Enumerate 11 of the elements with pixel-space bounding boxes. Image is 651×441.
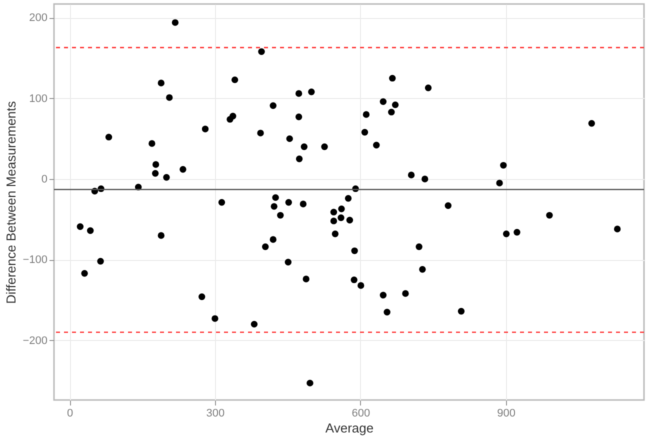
x-axis-title: Average — [325, 420, 374, 436]
y-tick-label: 0 — [41, 174, 48, 186]
x-tick-label: 600 — [352, 408, 370, 420]
y-axis-title: Difference Between Measurements — [4, 100, 19, 304]
y-tick-label: −200 — [22, 334, 48, 347]
x-tick-label: 0 — [66, 408, 74, 420]
y-tick-label: 100 — [29, 92, 48, 105]
y-tick-label: −100 — [22, 254, 48, 266]
x-tick-label: 300 — [206, 408, 225, 420]
y-tick-label: 200 — [29, 12, 48, 24]
x-tick-label: 900 — [497, 408, 516, 420]
